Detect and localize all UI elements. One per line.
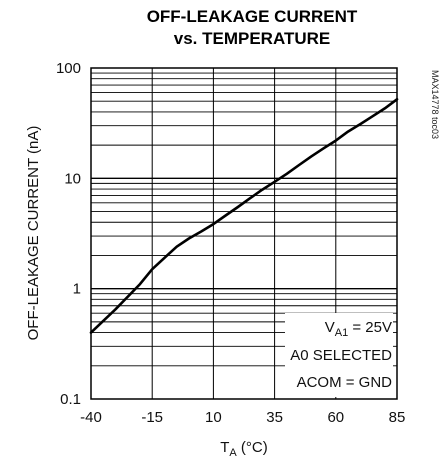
- y-tick-label: 0.1: [60, 391, 81, 408]
- series: [89, 98, 399, 334]
- part-number-label: MAX14778 toc03: [430, 70, 440, 139]
- x-tick-label: -15: [141, 409, 163, 426]
- x-axis-label-unit: (°C): [237, 439, 268, 456]
- y-tick-label: 100: [56, 60, 81, 77]
- chart-title-line2: vs. TEMPERATURE: [174, 29, 331, 48]
- x-tick-label: 85: [389, 409, 406, 426]
- x-tick-label: 10: [205, 409, 222, 426]
- annotation-box: VA1 = 25V A0 SELECTED ACOM = GND: [285, 313, 393, 397]
- x-tick-label: 60: [327, 409, 344, 426]
- annotation-line1: VA1 = 25V: [325, 319, 392, 339]
- y-axis-label: OFF-LEAKAGE CURRENT (nA): [25, 126, 42, 341]
- y-tick-label: 10: [64, 170, 81, 187]
- annotation-v-value: = 25V: [348, 319, 392, 336]
- annotation-line2: A0 SELECTED: [290, 347, 392, 364]
- x-axis-label: TA (°C): [220, 439, 268, 459]
- annotation-line3: ACOM = GND: [297, 374, 393, 391]
- x-tick-labels: -40 -15 10 35 60 85: [80, 409, 405, 426]
- y-tick-labels: 0.1 1 10 100: [56, 60, 81, 408]
- x-axis-label-sub: A: [229, 447, 237, 459]
- annotation-v-sub: A1: [335, 327, 348, 339]
- y-tick-label: 1: [73, 281, 81, 298]
- series-line: [89, 98, 399, 334]
- x-tick-label: -40: [80, 409, 102, 426]
- annotation-v: V: [325, 319, 335, 336]
- x-tick-label: 35: [266, 409, 283, 426]
- plot-frame: [90, 67, 398, 400]
- annotation-background: [285, 313, 393, 397]
- chart-title-line1: OFF-LEAKAGE CURRENT: [147, 7, 358, 26]
- x-axis-label-main: T: [220, 439, 229, 456]
